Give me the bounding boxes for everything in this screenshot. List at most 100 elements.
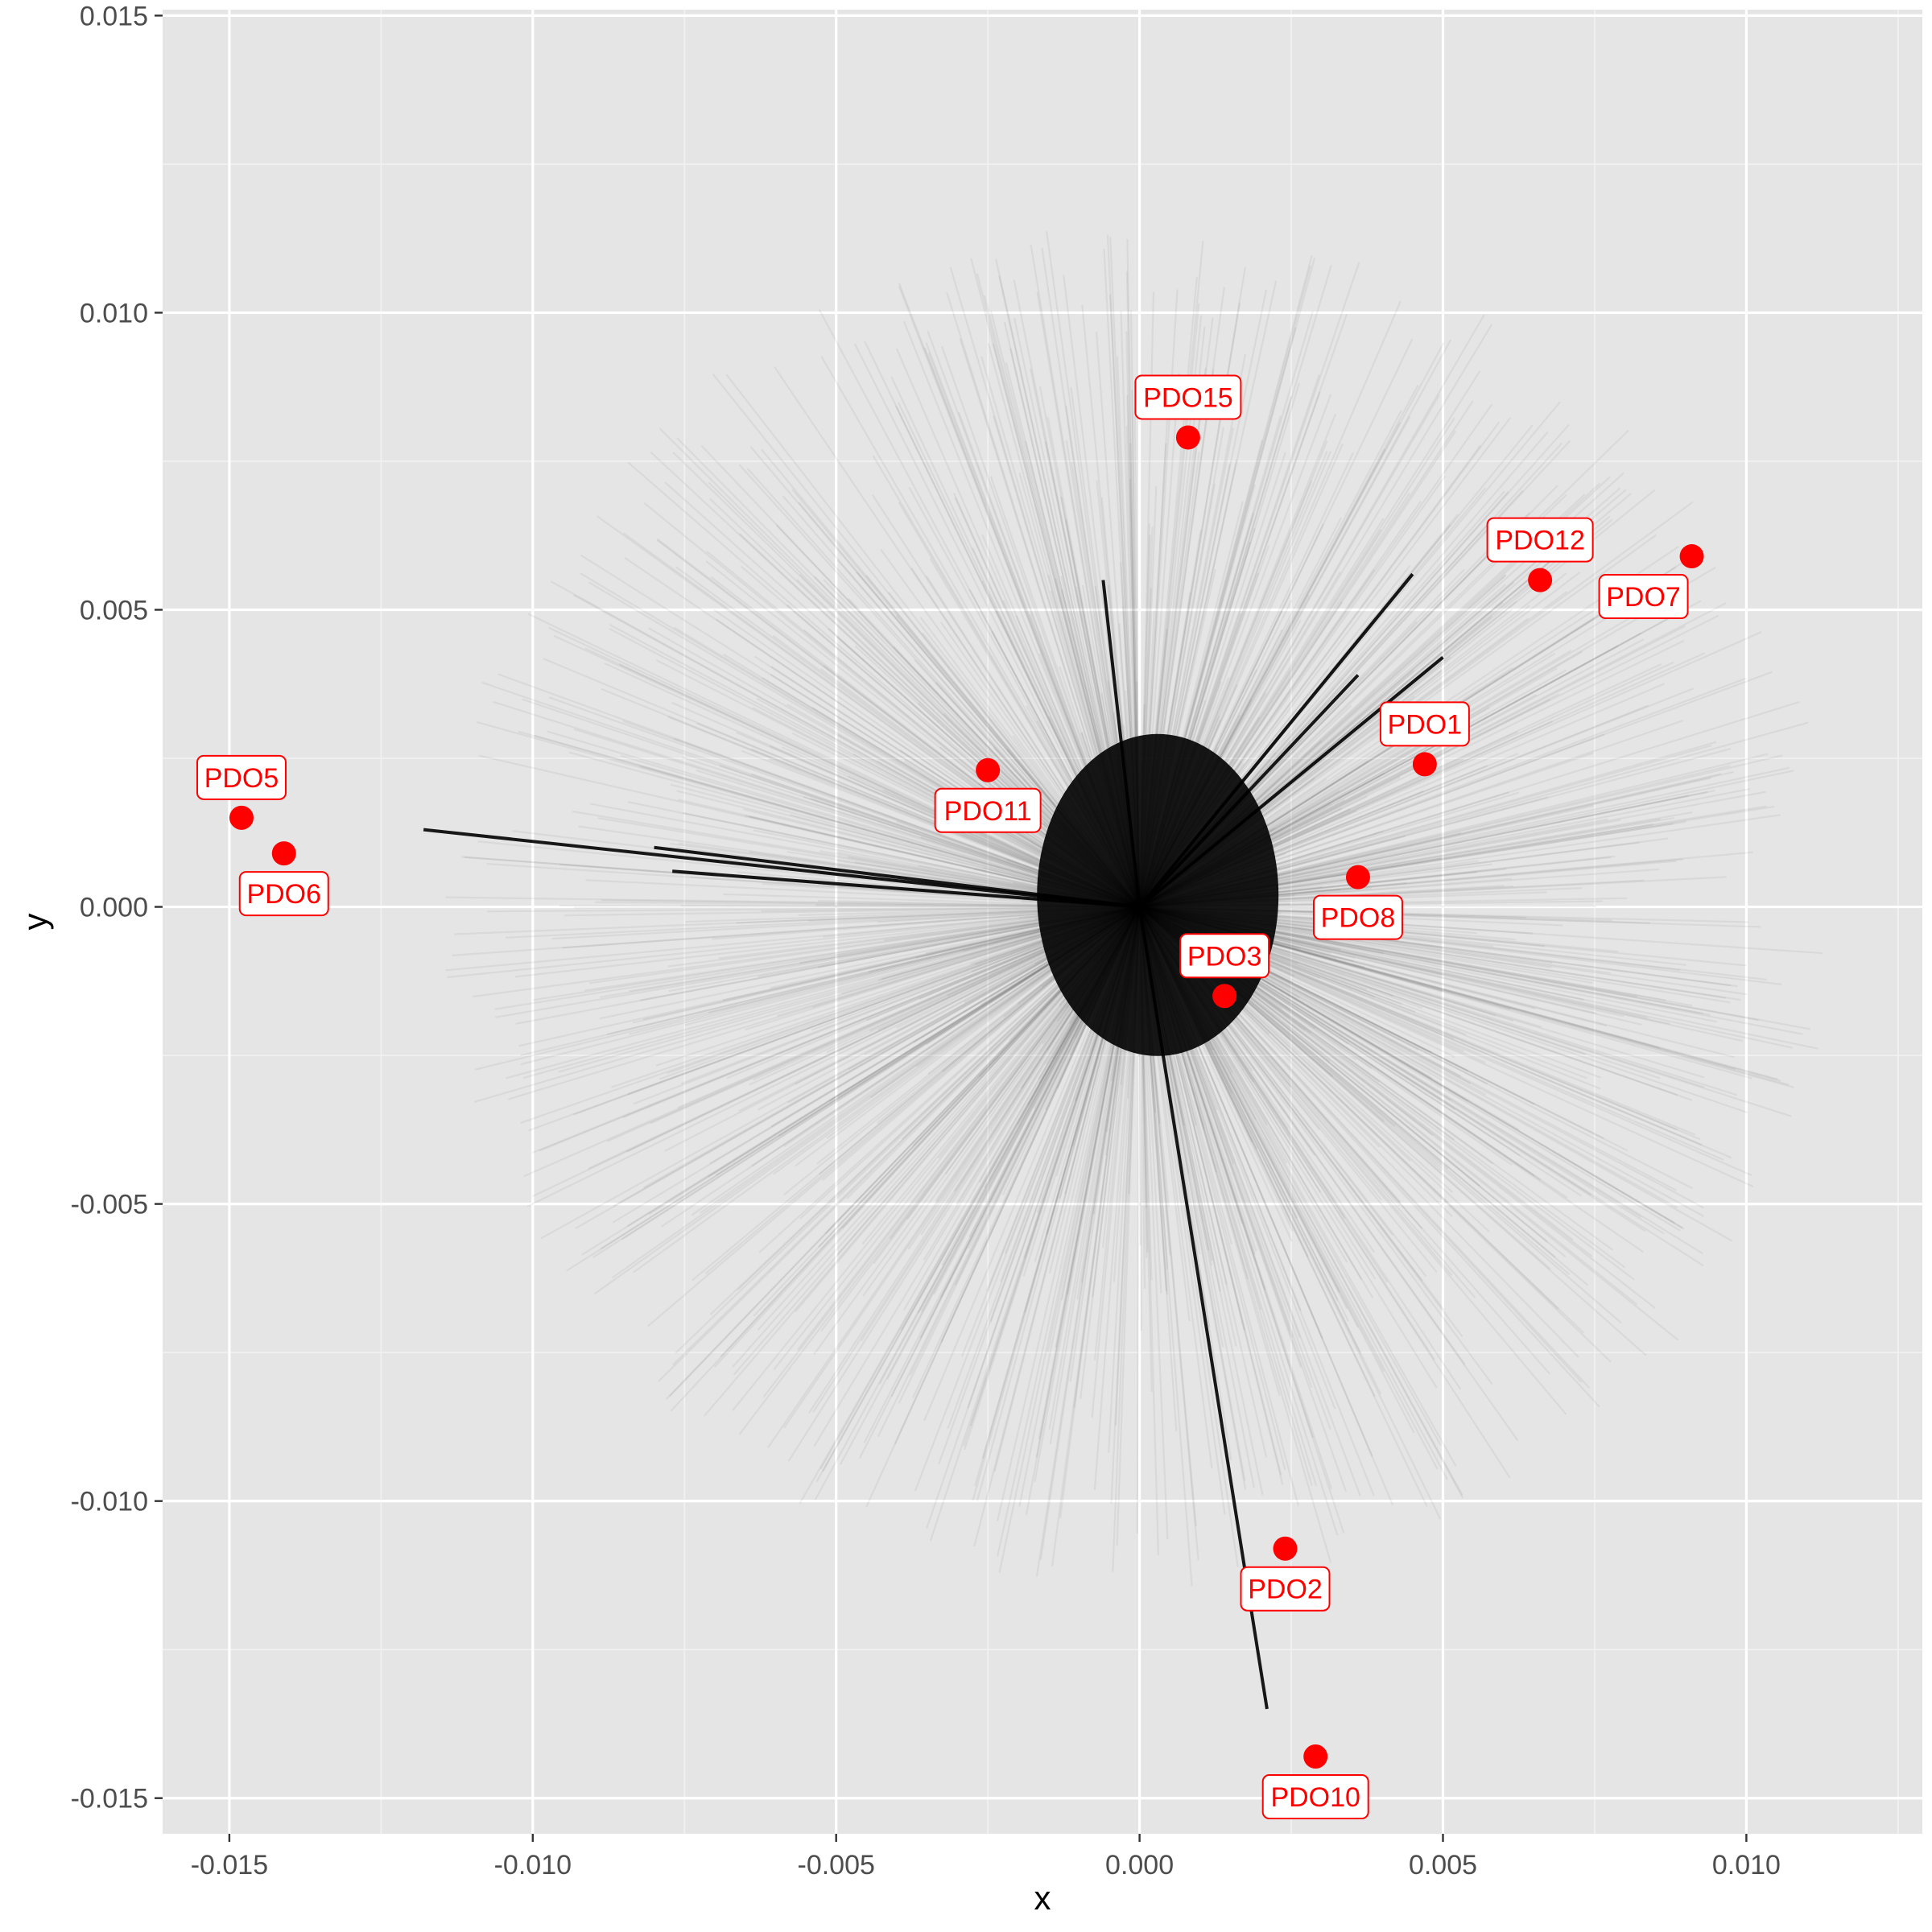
spoke-line	[494, 906, 1140, 1018]
spoke-line	[447, 906, 1140, 979]
data-point	[976, 758, 1001, 782]
point-label: PDO2	[1240, 1566, 1331, 1612]
point-label: PDO11	[934, 787, 1042, 833]
data-point	[1412, 752, 1437, 777]
point-label-box	[1240, 1566, 1331, 1612]
point-label-text: PDO11	[944, 796, 1032, 827]
spoke-line	[531, 906, 1141, 1154]
spoke-line	[515, 906, 1140, 1025]
point-label-box	[238, 871, 329, 917]
point-label: PDO7	[1598, 574, 1689, 620]
spoke-line	[508, 906, 1140, 1100]
spoke-line	[518, 906, 1140, 1047]
spoke-line	[594, 906, 1141, 1295]
point-label-box	[1134, 374, 1242, 420]
spoke-line	[487, 906, 1140, 913]
spoke-line	[522, 698, 1140, 908]
x-axis: -0.015 -0.010 -0.005 0.000 0.005 0.010	[191, 1834, 1781, 1880]
data-point	[1345, 865, 1370, 890]
point-label-box	[1598, 574, 1689, 620]
point-label-text: PDO10	[1270, 1782, 1360, 1813]
spoke-line	[494, 906, 1140, 1010]
point-label-box	[1379, 701, 1470, 747]
point-label-text: PDO6	[246, 879, 321, 910]
spoke-line	[520, 906, 1140, 1125]
spoke-line	[481, 681, 1140, 908]
point-label-text: PDO12	[1495, 526, 1585, 556]
spoke-line	[565, 906, 1141, 1272]
x-tick-label: -0.010	[494, 1850, 572, 1880]
data-point	[1528, 568, 1553, 592]
point-label-text: PDO15	[1143, 382, 1233, 413]
x-tick-label: 0.005	[1409, 1850, 1477, 1880]
point-label-text: PDO5	[204, 763, 279, 794]
point-label-text: PDO2	[1248, 1575, 1323, 1605]
x-tick-label: -0.015	[191, 1850, 268, 1880]
point-label: PDO6	[238, 871, 329, 917]
data-point	[1212, 984, 1237, 1009]
highlighted-spoke	[1138, 674, 1360, 908]
highlighted-spoke	[654, 845, 1140, 909]
point-label-text: PDO7	[1606, 582, 1681, 613]
point-label: PDO10	[1261, 1774, 1369, 1820]
highlighted-spoke	[672, 869, 1140, 909]
data-point	[229, 805, 254, 830]
y-tick-label: 0.000	[80, 893, 148, 923]
spoke-line	[506, 906, 1140, 939]
point-label: PDO8	[1312, 894, 1403, 940]
x-axis-title: x	[1034, 1879, 1051, 1917]
spoke-line	[581, 906, 1141, 1256]
spoke-line	[520, 906, 1140, 1057]
spoke-line	[531, 906, 1141, 1198]
spoke-line	[522, 906, 1140, 1080]
spoke-line	[520, 906, 1140, 1066]
point-labels: PDO1 PDO2 PDO3 PDO5 PDO6 PDO7 PDO8 PDO10 PDO11 PD…	[196, 374, 1689, 1820]
spoke-line	[493, 700, 1140, 908]
spoke-line	[592, 906, 1141, 1259]
point-label: PDO5	[196, 754, 287, 800]
spoke-line	[518, 730, 1140, 908]
spoke-line	[497, 673, 1140, 908]
spoke-line	[445, 906, 1140, 972]
y-tick-label: -0.005	[71, 1190, 148, 1220]
spoke-line	[452, 906, 1140, 956]
y-tick-label: 0.015	[80, 1, 148, 31]
point-label-box	[1261, 1774, 1369, 1820]
point-label-text: PDO3	[1187, 941, 1262, 972]
data-point	[1175, 425, 1200, 450]
spoke-line	[473, 906, 1140, 1104]
spoke-line	[575, 906, 1141, 1229]
highlighted-spokes	[423, 572, 1444, 1710]
y-axis-title: y	[16, 914, 54, 931]
point-label-box	[196, 754, 287, 800]
y-axis: -0.015 -0.010 -0.005 0.000 0.005 0.010 0.015	[71, 1, 163, 1814]
spoke-line	[506, 906, 1140, 1080]
spoke-line	[445, 896, 1140, 908]
spoke-line	[539, 906, 1141, 1152]
point-label: PDO1	[1379, 701, 1470, 747]
spoke-line	[478, 754, 1140, 908]
point-label-box	[934, 787, 1042, 833]
point-label: PDO15	[1134, 374, 1242, 420]
point-label-box	[1486, 517, 1594, 563]
spoke-line	[454, 906, 1140, 935]
spoke-line	[515, 906, 1140, 978]
spoke-line	[528, 906, 1140, 1132]
spoke-line	[523, 906, 1141, 1178]
y-tick-label: 0.010	[80, 298, 148, 328]
point-label-text: PDO1	[1388, 709, 1463, 740]
highlighted-spoke	[1138, 655, 1444, 909]
spoke-line	[472, 906, 1140, 998]
spoke-line	[540, 906, 1141, 1240]
y-tick-label: 0.005	[80, 595, 148, 625]
highlighted-spoke	[423, 828, 1140, 909]
spoke-line	[474, 906, 1140, 1071]
point-label-box	[1179, 933, 1270, 979]
point-label: PDO12	[1486, 517, 1594, 563]
data-point	[271, 841, 296, 866]
spoke-line	[527, 613, 1141, 908]
spoke-line	[476, 720, 1140, 908]
data-point	[1679, 544, 1704, 569]
y-tick-label: -0.015	[71, 1784, 148, 1814]
